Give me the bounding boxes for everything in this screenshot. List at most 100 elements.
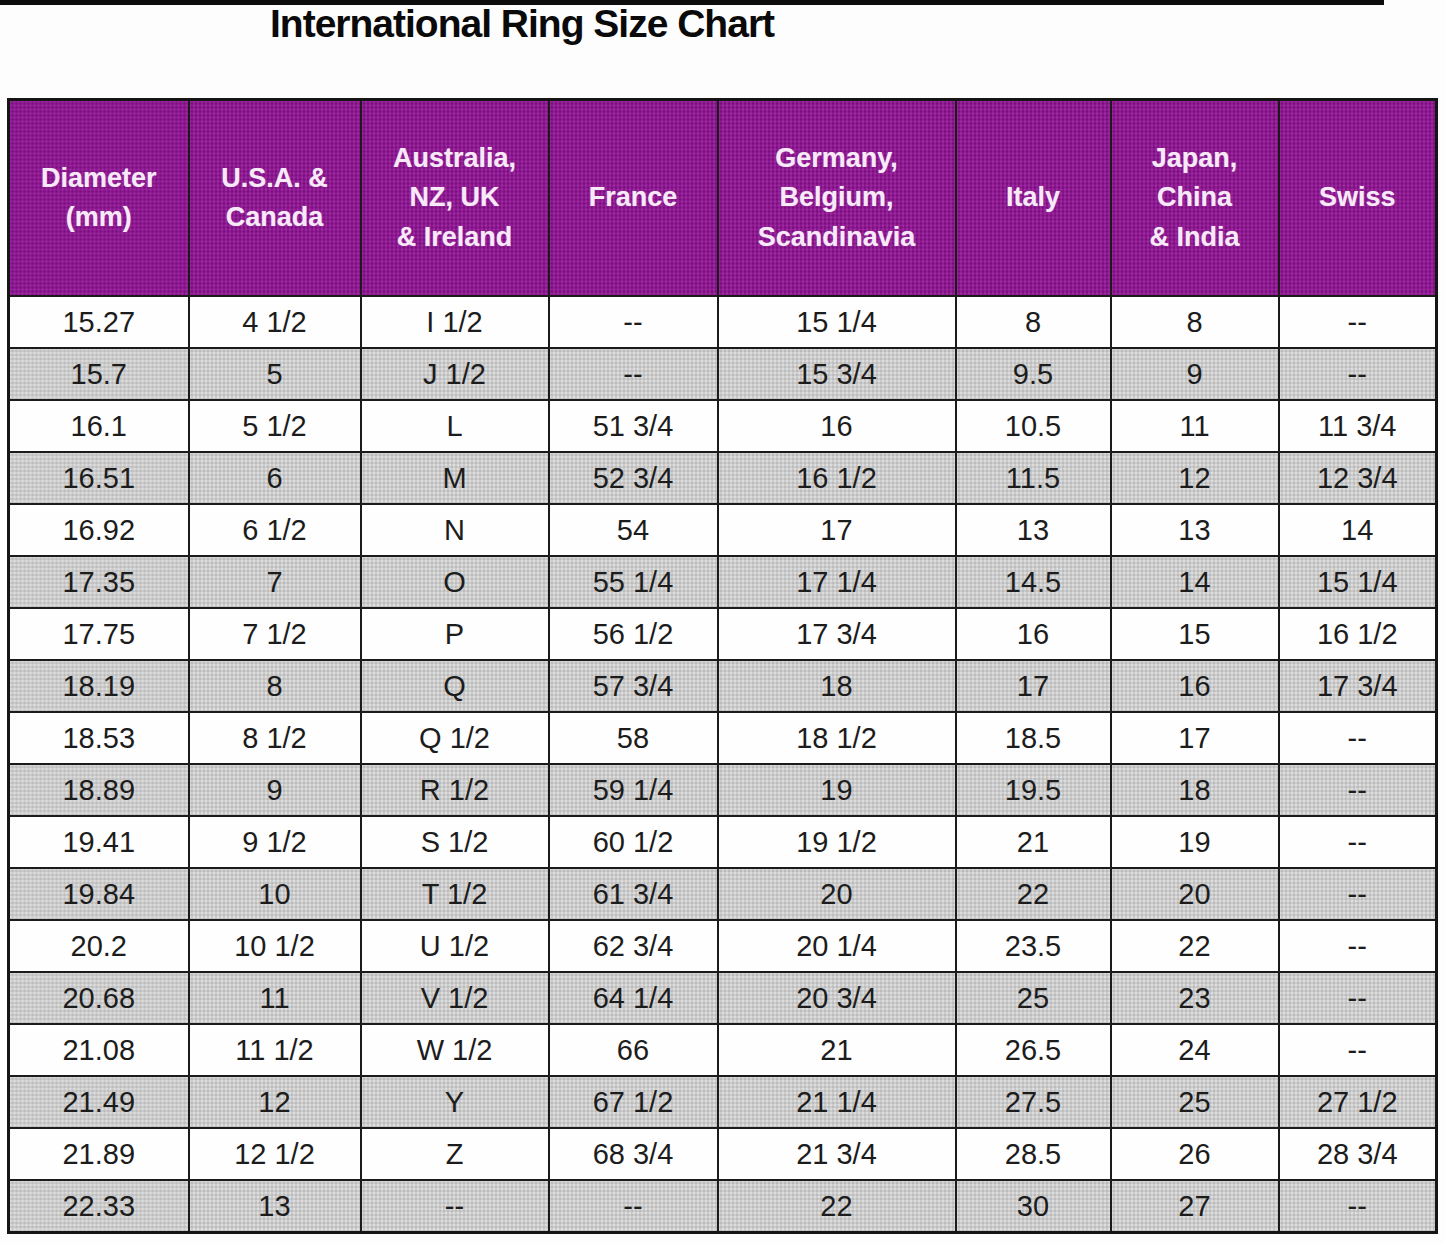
table-cell: 18.5 — [956, 712, 1111, 764]
table-cell: 12 1/2 — [189, 1128, 361, 1180]
table-cell: 19 1/2 — [718, 816, 956, 868]
column-header-usa-canada: U.S.A. & Canada — [189, 100, 361, 297]
table-cell: 68 3/4 — [549, 1128, 718, 1180]
table-cell: 17.35 — [9, 556, 189, 608]
column-header-diameter: Diameter (mm) — [9, 100, 189, 297]
table-cell: 11 — [1111, 400, 1279, 452]
table-row: 18.198Q57 3/418171617 3/4 — [9, 660, 1437, 712]
table-cell: 19 — [1111, 816, 1279, 868]
table-cell: -- — [1279, 1180, 1437, 1233]
table-cell: 58 — [549, 712, 718, 764]
table-cell: 11 — [189, 972, 361, 1024]
table-cell: 7 — [189, 556, 361, 608]
table-cell: 17 — [1111, 712, 1279, 764]
ring-size-chart-page: International Ring Size Chart Diameter (… — [0, 0, 1445, 1243]
table-cell: 64 1/4 — [549, 972, 718, 1024]
table-cell: -- — [1279, 920, 1437, 972]
table-cell: 15.7 — [9, 348, 189, 400]
table-cell: -- — [549, 348, 718, 400]
table-cell: 16 1/2 — [1279, 608, 1437, 660]
table-row: 19.8410T 1/261 3/4202220-- — [9, 868, 1437, 920]
table-cell: 23.5 — [956, 920, 1111, 972]
table-cell: 11.5 — [956, 452, 1111, 504]
table-cell: N — [361, 504, 549, 556]
table-header-row: Diameter (mm) U.S.A. & Canada Australia,… — [9, 100, 1437, 297]
table-cell: 21 — [718, 1024, 956, 1076]
table-cell: -- — [1279, 712, 1437, 764]
table-cell: 14 — [1279, 504, 1437, 556]
table-cell: 28.5 — [956, 1128, 1111, 1180]
table-row: 17.757 1/2P56 1/217 3/4161516 1/2 — [9, 608, 1437, 660]
table-cell: 16 — [1111, 660, 1279, 712]
table-cell: 27 — [1111, 1180, 1279, 1233]
table-cell: 11 1/2 — [189, 1024, 361, 1076]
column-header-japan: Japan, China & India — [1111, 100, 1279, 297]
table-cell: 8 — [1111, 296, 1279, 348]
table-cell: 20 3/4 — [718, 972, 956, 1024]
table-cell: 26.5 — [956, 1024, 1111, 1076]
table-cell: T 1/2 — [361, 868, 549, 920]
table-row: 19.419 1/2S 1/260 1/219 1/22119-- — [9, 816, 1437, 868]
table-cell: 25 — [956, 972, 1111, 1024]
table-cell: 17 — [956, 660, 1111, 712]
table-cell: 57 3/4 — [549, 660, 718, 712]
table-cell: 16.51 — [9, 452, 189, 504]
page-title: International Ring Size Chart — [270, 2, 774, 46]
table-cell: 17.75 — [9, 608, 189, 660]
table-cell: P — [361, 608, 549, 660]
table-cell: Q — [361, 660, 549, 712]
table-cell: 23 — [1111, 972, 1279, 1024]
table-cell: 22 — [718, 1180, 956, 1233]
table-cell: 22 — [956, 868, 1111, 920]
table-cell: -- — [1279, 816, 1437, 868]
table-cell: -- — [1279, 764, 1437, 816]
table-cell: 13 — [956, 504, 1111, 556]
table-cell: 4 1/2 — [189, 296, 361, 348]
table-row: 16.926 1/2N5417131314 — [9, 504, 1437, 556]
table-cell: 20 1/4 — [718, 920, 956, 972]
table-cell: 21.08 — [9, 1024, 189, 1076]
table-cell: M — [361, 452, 549, 504]
table-cell: 12 — [1111, 452, 1279, 504]
table-cell: O — [361, 556, 549, 608]
table-cell: V 1/2 — [361, 972, 549, 1024]
table-cell: U 1/2 — [361, 920, 549, 972]
table-cell: Q 1/2 — [361, 712, 549, 764]
table-cell: 61 3/4 — [549, 868, 718, 920]
table-cell: 20.2 — [9, 920, 189, 972]
table-cell: 9 — [189, 764, 361, 816]
table-cell: 10.5 — [956, 400, 1111, 452]
table-cell: 30 — [956, 1180, 1111, 1233]
table-cell: 21.49 — [9, 1076, 189, 1128]
table-cell: 6 — [189, 452, 361, 504]
table-cell: 5 1/2 — [189, 400, 361, 452]
table-cell: 66 — [549, 1024, 718, 1076]
table-row: 18.538 1/2Q 1/25818 1/218.517-- — [9, 712, 1437, 764]
table-cell: -- — [549, 296, 718, 348]
table-cell: 10 1/2 — [189, 920, 361, 972]
table-row: 21.0811 1/2W 1/2662126.524-- — [9, 1024, 1437, 1076]
table-cell: -- — [1279, 868, 1437, 920]
table-cell: 15.27 — [9, 296, 189, 348]
table-cell: 62 3/4 — [549, 920, 718, 972]
table-cell: -- — [1279, 296, 1437, 348]
table-cell: 14 — [1111, 556, 1279, 608]
table-cell: 8 1/2 — [189, 712, 361, 764]
table-cell: 21.89 — [9, 1128, 189, 1180]
table-cell: 17 — [718, 504, 956, 556]
column-header-germany: Germany, Belgium, Scandinavia — [718, 100, 956, 297]
table-row: 20.210 1/2U 1/262 3/420 1/423.522-- — [9, 920, 1437, 972]
table-cell: 22.33 — [9, 1180, 189, 1233]
table-cell: 16.92 — [9, 504, 189, 556]
table-cell: 10 — [189, 868, 361, 920]
table-cell: 59 1/4 — [549, 764, 718, 816]
table-cell: 60 1/2 — [549, 816, 718, 868]
table-cell: 16 — [718, 400, 956, 452]
table-cell: J 1/2 — [361, 348, 549, 400]
table-cell: 52 3/4 — [549, 452, 718, 504]
table-cell: 18 1/2 — [718, 712, 956, 764]
table-cell: 13 — [1111, 504, 1279, 556]
table-cell: 56 1/2 — [549, 608, 718, 660]
table-cell: -- — [1279, 972, 1437, 1024]
table-cell: 67 1/2 — [549, 1076, 718, 1128]
